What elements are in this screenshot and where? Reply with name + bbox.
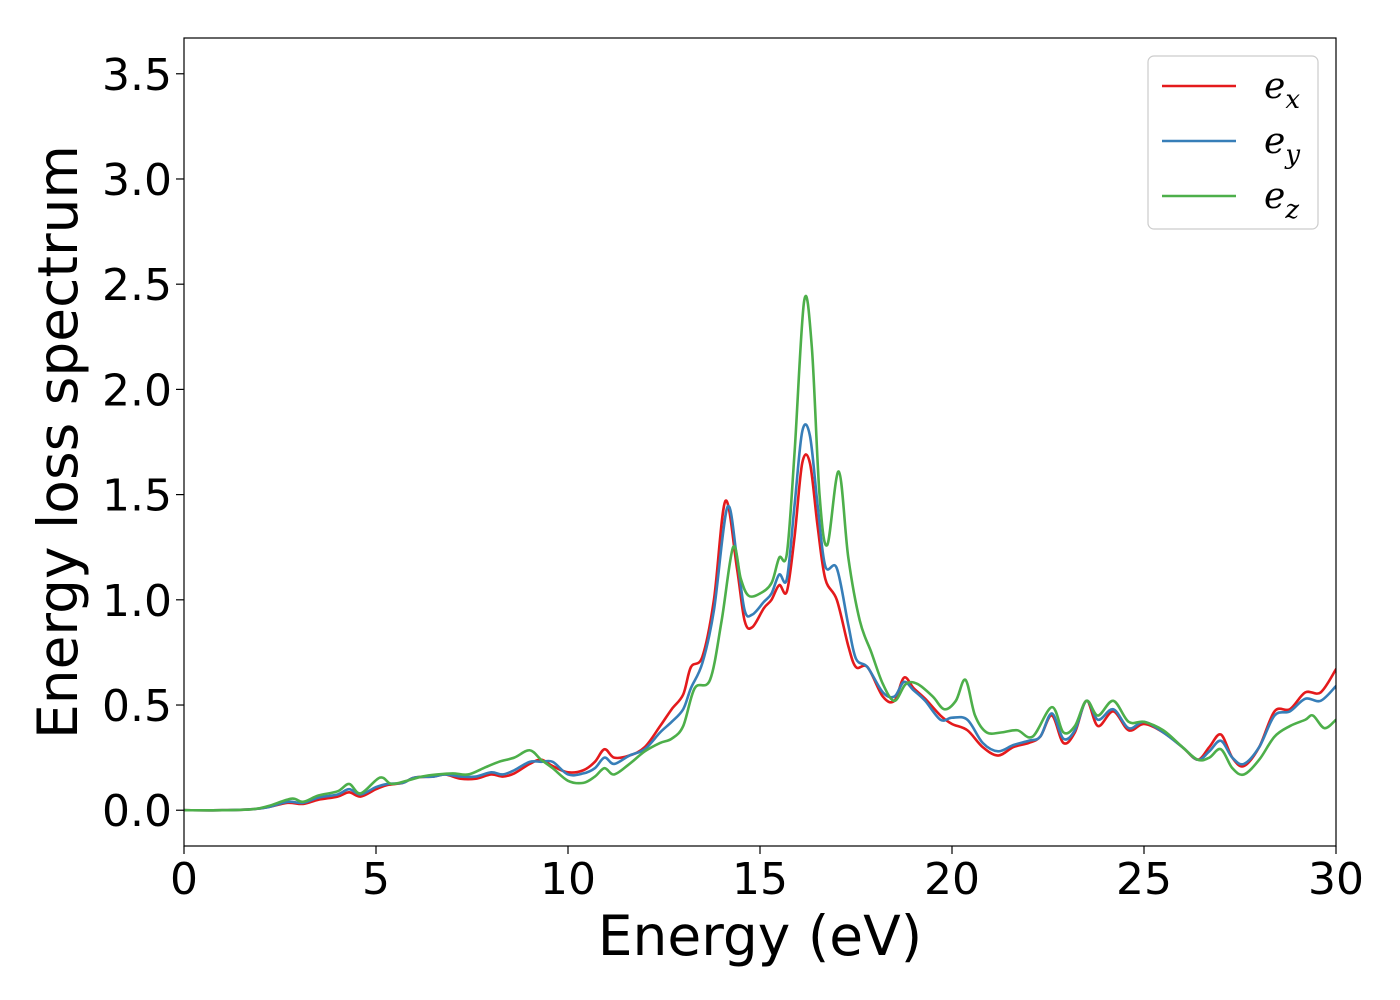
series-line-ez	[184, 294, 1336, 812]
x-axis-ticks: 0 5 10 15 20 25 30	[170, 846, 1364, 905]
y-tick-label: 3.0	[102, 155, 172, 206]
x-tick-label: 30	[1308, 854, 1364, 905]
x-tick-label: 0	[170, 854, 198, 905]
legend-label-subscript: z	[1284, 195, 1299, 225]
y-tick-label: 1.5	[102, 471, 172, 522]
legend-label-base: e	[1264, 176, 1285, 217]
legend-box	[1147, 55, 1319, 230]
x-tick-label: 15	[732, 854, 788, 905]
y-tick-label: 2.0	[102, 365, 172, 416]
y-tick-label: 0.5	[102, 681, 172, 732]
legend-label-ey: ey	[1264, 121, 1300, 170]
x-tick-label: 5	[362, 854, 390, 905]
legend-label-base: e	[1264, 66, 1285, 107]
series-layer	[184, 294, 1336, 812]
x-tick-label: 20	[924, 854, 980, 905]
y-tick-label: 3.5	[102, 50, 172, 101]
x-tick-label: 10	[540, 854, 596, 905]
legend-label-base: e	[1264, 121, 1285, 162]
x-axis-label: Energy (eV)	[598, 904, 922, 968]
x-tick-label: 25	[1116, 854, 1172, 905]
legend-label-subscript: x	[1285, 85, 1300, 115]
legend-label-ex: ex	[1264, 66, 1300, 115]
y-tick-label: 2.5	[102, 260, 172, 311]
legend-label-ez: ez	[1264, 176, 1299, 225]
y-tick-label: 1.0	[102, 576, 172, 627]
y-tick-label: 0.0	[102, 786, 172, 837]
y-axis-ticks: 0.0 0.5 1.0 1.5 2.0 2.5 3.0 3.5	[102, 50, 184, 837]
y-axis-label: Energy loss spectrum	[26, 145, 90, 739]
legend-label-subscript: y	[1284, 140, 1300, 170]
